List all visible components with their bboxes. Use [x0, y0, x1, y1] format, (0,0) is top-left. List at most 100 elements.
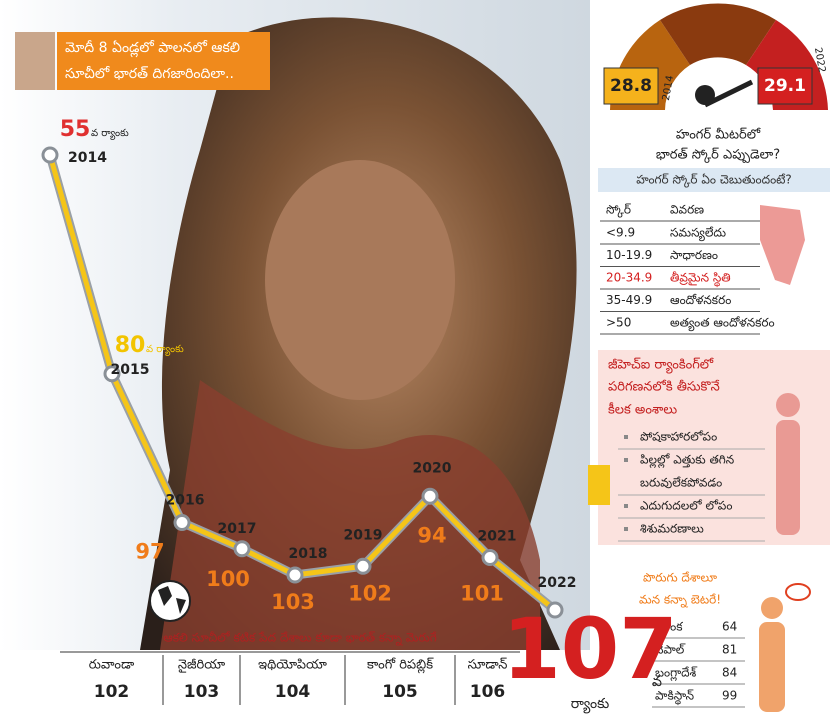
rank-point [103, 365, 121, 383]
table-header: వివరణ [670, 203, 704, 217]
rank-point [173, 514, 191, 531]
poor-name: రువాండా [89, 658, 135, 673]
gauge-caption: భారత్ స్కోర్ ఎప్పుడెలా? [656, 148, 780, 164]
table-cell: సమస్యలేదు [670, 226, 726, 242]
photo-face [265, 160, 455, 400]
india-map [760, 205, 805, 285]
table-cell: 35-49.9 [606, 293, 652, 307]
table-cell: 10-19.9 [606, 248, 652, 262]
neighbor-rank: 99 [722, 689, 737, 703]
banner-box [57, 32, 270, 90]
poor-rank: 102 [94, 682, 130, 702]
person-figure [759, 622, 785, 712]
factor-item: ఎదుగుదలలో లోపం [640, 499, 732, 513]
year-label: 2019 [344, 527, 383, 543]
table-cell: సాధారణం [670, 248, 718, 262]
gauge-year: 2014 [661, 75, 676, 102]
gauge-box [757, 67, 813, 105]
neighbor-name: బంగ్లాదేశ్ [655, 666, 698, 682]
poor-rank: 106 [470, 682, 506, 702]
table-cell: >50 [606, 316, 631, 330]
rank-suffix: వ ర్యాంకు [91, 128, 129, 140]
year-label: 2016 [166, 493, 205, 509]
table-title: హంగర్ స్కోర్ ఏం చెబుతుందంటే? [636, 173, 792, 189]
rank-label: 55 [60, 117, 91, 142]
neighbor-rank: 64 [722, 620, 737, 634]
poor-rank: 103 [184, 682, 220, 702]
factor-item: పిల్లల్లో ఎత్తుకు తగిన [640, 453, 734, 469]
table-cell: ఆందోళనకరం [670, 293, 731, 307]
neighbors-title: మన కన్నా బెటరే! [639, 593, 721, 609]
table-title-box [598, 168, 830, 192]
year-label: 2014 [68, 150, 107, 166]
person-figure [761, 597, 783, 619]
factor-bullet [624, 435, 628, 439]
rank-label: 97 [135, 540, 164, 564]
rank-point [233, 540, 251, 558]
photo-dress [160, 380, 540, 650]
gauge-caption: హంగర్ మీటర్‌లో [676, 128, 762, 143]
factors-title: జీహెచ్ఐ ర్యాంకింగ్‌లో [608, 358, 715, 375]
neighbors-title: పొరుగు దేశాలూ [643, 571, 717, 585]
gauge-score: 29.1 [764, 76, 806, 96]
gauge-score: 28.8 [610, 76, 652, 96]
banner-text: సూచీలో భారత్ దిగజారిందిలా.. [65, 66, 234, 82]
table-cell: తీవ్రమైన స్థితి [670, 271, 731, 288]
current-rank: 107 [502, 600, 677, 698]
rank-point [286, 566, 304, 584]
poor-rank: 105 [382, 682, 418, 702]
factor-item: పోషకాహారలోపం [640, 430, 717, 444]
neighbor-rank: 84 [722, 666, 737, 680]
child-figure [776, 420, 800, 535]
factors-title: పరిగణనలోకి తీసుకొనే [608, 380, 720, 395]
banner-text: మోదీ 8 ఏండ్లలో పాలనలో ఆకలి [65, 40, 240, 58]
gauge-segment [660, 3, 776, 65]
year-label: 2015 [111, 362, 150, 378]
rank-point [421, 487, 439, 505]
rank-label: 101 [460, 582, 504, 606]
gauge-figure [695, 85, 715, 105]
rank-point [41, 146, 59, 164]
rank-label: 103 [271, 590, 315, 614]
rank-point [354, 557, 372, 575]
factor-item: శిశుమరణాలు [640, 522, 704, 536]
speech-bubble [785, 583, 811, 601]
poor-name: నైజీరియా [178, 658, 225, 674]
year-label: 2022 [538, 575, 577, 591]
year-label: 2021 [478, 529, 517, 545]
poor-caption: ఆకలి సూచీలో కటిక పేద దేశాలు కూడా భారత్ క… [163, 631, 437, 647]
current-rank-suffix: వ [652, 674, 662, 690]
rank-label: 100 [206, 567, 250, 591]
rank-label: 94 [417, 523, 446, 547]
neighbor-rank: 81 [722, 643, 737, 657]
current-rank-label: ర్యాంకు [571, 696, 610, 714]
gauge-year: 2022 [812, 47, 827, 74]
factor-bullet [624, 527, 628, 531]
yellow-tag [588, 465, 610, 505]
table-cell: 20-34.9 [606, 271, 652, 285]
poor-name: ఇథియోపియా [258, 658, 327, 673]
rank-label: 80 [115, 333, 146, 358]
poor-rank: 104 [275, 682, 311, 702]
year-label: 2020 [413, 460, 452, 476]
rank-point [481, 549, 499, 566]
table-header: స్కోర్ [606, 203, 631, 219]
neighbor-name: నేపాల్ [655, 643, 686, 657]
poor-name: సూడాన్ [468, 658, 508, 673]
child-figure [776, 393, 800, 417]
rank-point [546, 601, 564, 619]
banner-photo [15, 32, 55, 90]
neighbor-name: పాకిస్థాన్ [655, 689, 694, 706]
gauge-box [603, 67, 659, 105]
year-label: 2017 [218, 521, 257, 537]
factor-bullet [624, 504, 628, 508]
factor-bullet [624, 458, 628, 462]
poor-name: కాంగో రిపబ్లిక్ [367, 657, 434, 674]
factor-item: బరువులేకపోవడం [640, 476, 722, 490]
factors-title: కీలక అంశాలు [608, 402, 678, 418]
rank-label: 102 [348, 581, 392, 605]
table-cell: అత్యంత ఆందోళనకరం [670, 316, 775, 332]
rank-suffix: వ ర్యాంకు [146, 344, 184, 356]
table-cell: <9.9 [606, 226, 635, 240]
